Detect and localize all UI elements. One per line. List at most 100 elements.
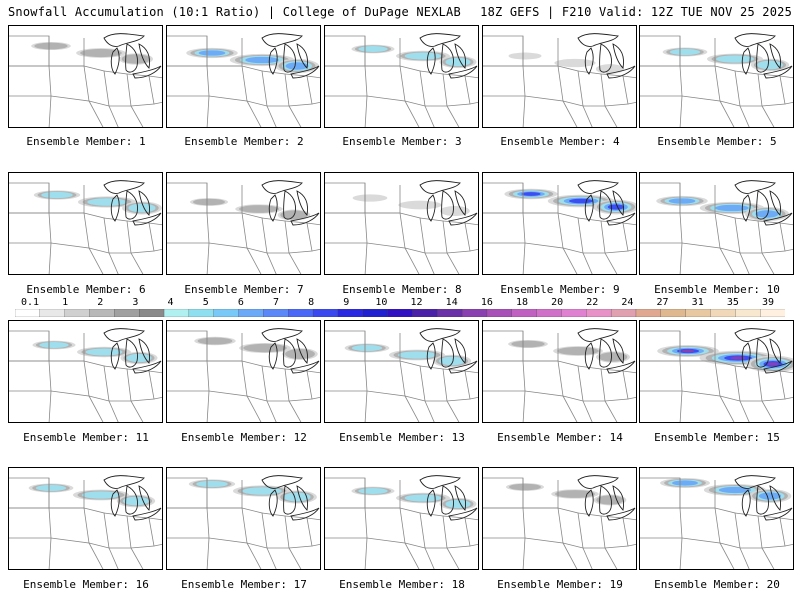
great-lakes-outline <box>577 180 619 194</box>
state-boundary <box>325 360 368 392</box>
great-lakes-outline <box>261 180 303 194</box>
state-boundary <box>757 515 786 549</box>
colorbar-tick-label: 10 <box>375 297 388 308</box>
state-boundary <box>442 73 471 107</box>
colorbar-segment <box>511 309 538 317</box>
snowfall-band <box>351 344 383 352</box>
state-boundary <box>306 222 320 226</box>
state-boundary <box>306 75 320 79</box>
state-boundary <box>483 507 526 539</box>
state-boundary <box>108 252 119 274</box>
state-boundary <box>148 370 162 374</box>
state-boundary <box>483 360 526 392</box>
great-lakes-outline <box>268 47 278 75</box>
state-boundary <box>207 212 248 249</box>
great-lakes-outline <box>599 485 612 515</box>
colorbar-segment <box>635 309 662 317</box>
great-lakes-outline <box>763 507 793 521</box>
state-boundary <box>167 182 208 214</box>
state-boundary <box>627 248 636 252</box>
state-boundary <box>469 101 478 105</box>
snowfall-band <box>285 62 309 70</box>
snowfall-band <box>509 483 541 491</box>
great-lakes-outline <box>103 328 145 342</box>
ensemble-member-label: Ensemble Member: 16 <box>23 578 149 591</box>
great-lakes-outline <box>448 360 478 374</box>
snowfall-map <box>325 33 478 127</box>
state-boundary <box>288 400 302 422</box>
state-boundary <box>464 75 478 79</box>
state-boundary <box>241 507 268 549</box>
state-boundary <box>153 248 162 252</box>
great-lakes-outline <box>441 485 454 515</box>
great-lakes-outline <box>584 489 594 517</box>
state-boundary <box>483 65 526 97</box>
great-lakes-outline <box>296 338 308 364</box>
state-boundary <box>604 400 618 422</box>
great-lakes-outline <box>441 190 454 220</box>
state-boundary <box>88 395 104 422</box>
great-lakes-outline <box>441 338 454 368</box>
colorbar-segment <box>163 309 190 317</box>
colorbar-segment <box>760 309 785 317</box>
great-lakes-outline <box>419 33 461 47</box>
state-boundary <box>622 517 636 521</box>
snowfall-band <box>758 492 782 500</box>
state-boundary <box>522 242 526 274</box>
colorbar-segment <box>362 309 389 317</box>
great-lakes-outline <box>125 485 138 515</box>
colorbar-tick-label: 9 <box>343 297 350 308</box>
colorbar-segment <box>188 309 215 317</box>
ensemble-member-map <box>482 467 637 570</box>
state-boundary <box>130 252 144 274</box>
great-lakes-outline <box>584 194 594 222</box>
state-boundary <box>784 248 793 252</box>
state-boundary <box>557 212 584 254</box>
great-lakes-outline <box>419 475 461 489</box>
state-boundary <box>714 360 741 402</box>
great-lakes-outline <box>612 43 624 69</box>
state-boundary <box>266 547 277 569</box>
great-lakes-outline <box>734 33 776 47</box>
state-boundary <box>266 105 277 127</box>
ensemble-member-label: Ensemble Member: 18 <box>339 578 465 591</box>
ensemble-member-label: Ensemble Member: 8 <box>342 283 462 296</box>
state-boundary <box>9 360 52 392</box>
snowfall-band <box>669 48 701 56</box>
snowfall-map <box>483 475 636 569</box>
great-lakes-outline <box>741 489 751 517</box>
colorbar-segment <box>337 309 364 317</box>
state-boundary <box>582 105 593 127</box>
state-boundary <box>266 252 277 274</box>
snowfall-band <box>85 348 123 356</box>
state-boundary <box>739 547 750 569</box>
ensemble-member-label: Ensemble Member: 7 <box>184 283 304 296</box>
ensemble-member-label: Ensemble Member: 10 <box>654 283 780 296</box>
snowfall-band <box>756 60 784 70</box>
great-lakes-outline <box>103 180 145 194</box>
state-boundary <box>622 370 636 374</box>
snowfall-band <box>358 488 388 494</box>
state-boundary <box>206 390 210 422</box>
snowfall-map <box>167 33 320 127</box>
ensemble-member-map <box>324 467 479 570</box>
state-boundary <box>757 368 786 402</box>
state-boundary <box>399 360 426 402</box>
colorbar-segment <box>387 309 414 317</box>
state-boundary <box>739 252 750 274</box>
colorbar-tick-label: 6 <box>237 297 244 308</box>
state-boundary <box>404 247 420 274</box>
snowfall-band <box>445 499 471 509</box>
ensemble-member-map <box>639 25 794 128</box>
great-lakes-outline <box>290 507 320 521</box>
snowfall-band <box>668 198 696 204</box>
ensemble-member-map <box>482 172 637 275</box>
colorbar-segment <box>437 309 463 317</box>
state-boundary <box>148 222 162 226</box>
state-boundary <box>246 100 262 127</box>
state-boundary <box>627 396 636 400</box>
state-boundary <box>404 542 420 569</box>
state-boundary <box>600 368 629 402</box>
snowfall-map <box>9 475 162 569</box>
great-lakes-outline <box>584 342 594 370</box>
